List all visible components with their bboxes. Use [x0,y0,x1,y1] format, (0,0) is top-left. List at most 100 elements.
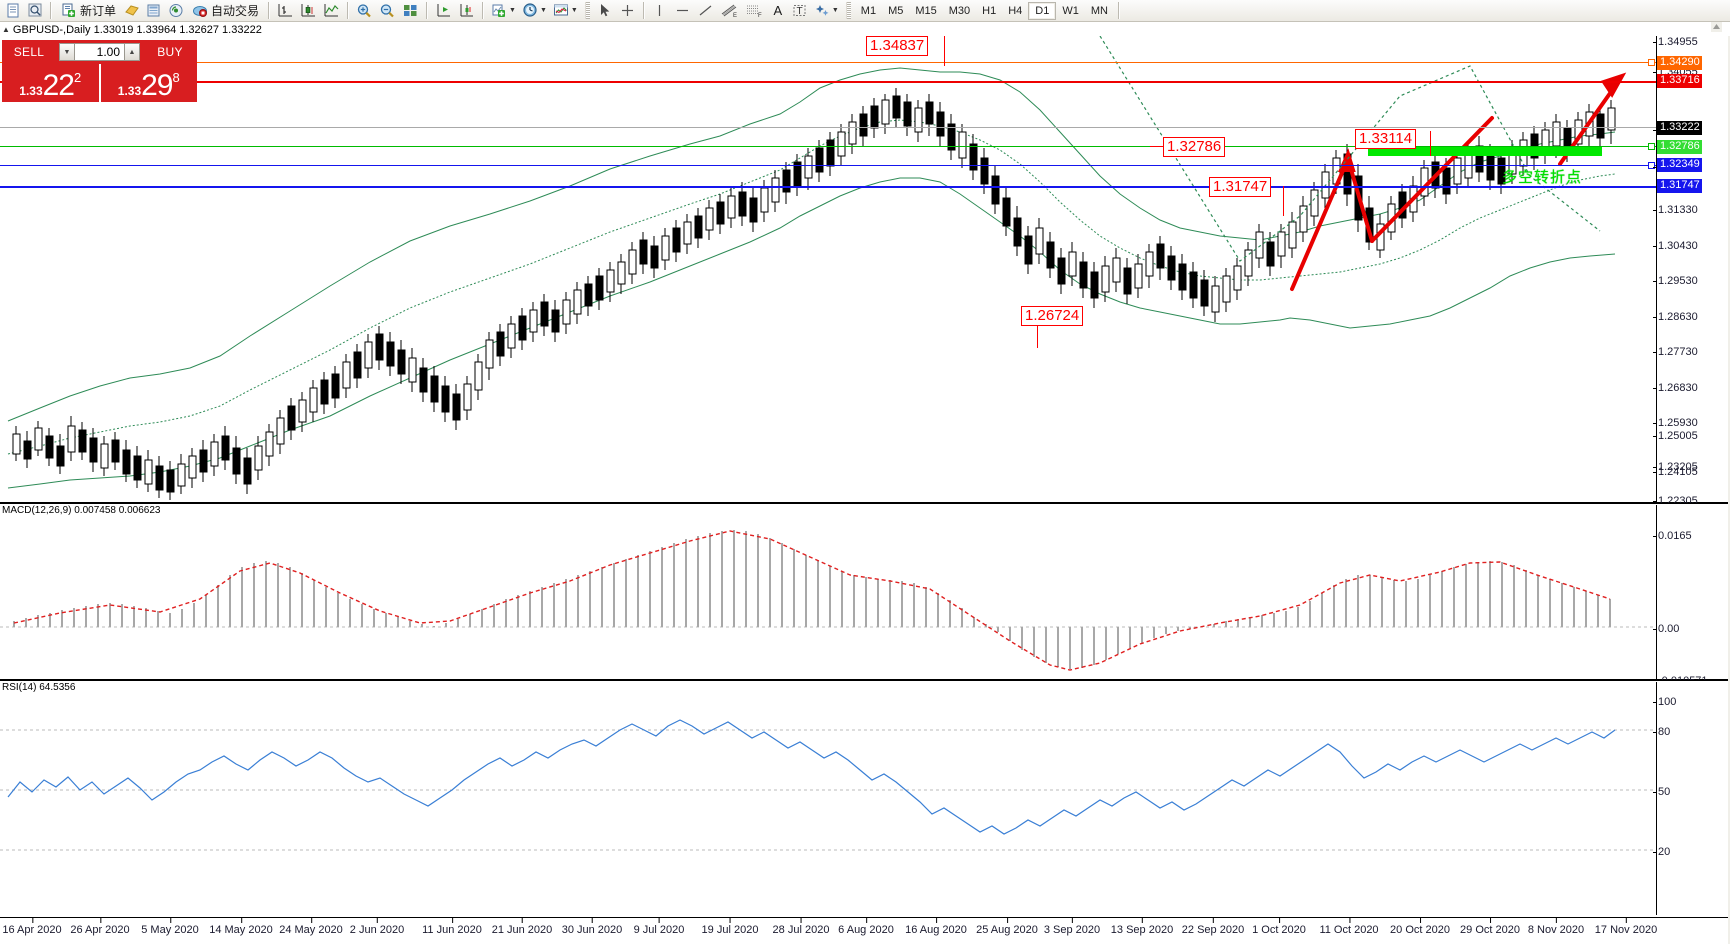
equidistant-channel-icon[interactable]: E [718,1,741,21]
candle [232,436,241,484]
rsi-chart-canvas [0,719,1656,851]
candle [782,162,791,204]
vertical-line-icon[interactable] [650,1,670,21]
chevron-down-icon[interactable]: ▼ [509,7,516,14]
anno-1-31747[interactable]: 1.31747 [1209,177,1272,197]
candle [276,410,285,454]
ask-line-marker[interactable] [1648,59,1655,66]
candle [419,358,428,402]
volume-stepper[interactable]: ▼ 1.00 ▲ [56,40,143,64]
ohlc-icon[interactable] [433,1,454,21]
period-icon[interactable]: ▼ [520,1,549,21]
chevron-down-icon-4[interactable]: ▼ [831,7,839,14]
candle [1233,258,1242,300]
expert-advisors-icon[interactable] [122,1,142,21]
volume-decrease-button[interactable]: ▼ [59,43,75,61]
zoom-out-icon[interactable] [377,1,398,21]
shapes-icon[interactable]: ▼ [812,1,841,21]
candle [188,448,197,488]
rsi-axis-line [1656,682,1657,915]
timeframe-grip[interactable] [845,2,851,19]
xtick: 16 Aug 2020 [905,918,967,936]
timeframe-m15[interactable]: M15 [915,4,937,17]
chevron-down-icon-3[interactable]: ▼ [570,7,578,14]
timeframe-m30[interactable]: M30 [948,4,971,17]
candle [1101,256,1110,302]
toolbar-grip[interactable] [584,2,590,19]
one-click-trading-panel[interactable]: SELL ▼ 1.00 ▲ BUY 1.33 22 2 1.33 29 8 [2,40,197,102]
autotrading-label: 自动交易 [211,4,260,18]
anno-1-26724[interactable]: 1.26724 [1021,306,1084,326]
price-label-ask[interactable]: 1.34290 [1657,56,1702,70]
candle [386,332,395,376]
add-indicator-icon[interactable]: ▼ [489,1,518,21]
anno-1-33114[interactable]: 1.33114 [1355,129,1417,149]
signals-icon[interactable] [166,1,186,21]
price-label-blue-upper[interactable]: 1.32349 [1657,158,1702,172]
grid-icon[interactable] [400,1,421,21]
anno-1-32786[interactable]: 1.32786 [1163,137,1226,157]
timeframe-h1[interactable]: H1 [982,4,997,17]
price-pane[interactable]: 1.34837 1.32786 1.31747 1.33114 1.26724 … [0,36,1730,503]
anno-1-34837[interactable]: 1.34837 [866,36,929,56]
price-label-support-green[interactable]: 1.32786 [1657,140,1702,154]
candle [122,440,131,482]
price-label-bid[interactable]: 1.33222 [1657,121,1702,135]
chevron-down-icon-2[interactable]: ▼ [539,7,547,14]
new-chart-icon[interactable] [3,1,23,21]
crosshair-icon[interactable] [617,1,638,21]
timeframe-m1[interactable]: M1 [860,4,877,17]
candle [837,124,846,166]
candle [1035,218,1044,264]
collapse-icon[interactable]: ▲ [2,25,10,34]
sell-price-display[interactable]: 1.33 22 2 [2,64,99,102]
text-label-icon[interactable]: T [790,1,810,21]
text-icon[interactable]: A [773,3,783,18]
green-support-zone[interactable] [1368,147,1602,156]
rsi-pane[interactable]: RSI(14) 64.5356 100 80 50 20 [0,682,1730,915]
new-order-button[interactable]: 新订单 [57,1,120,21]
data-window-icon[interactable] [144,1,164,21]
blue-upper-marker[interactable] [1648,162,1655,169]
timeframe-m5[interactable]: M5 [888,4,904,17]
timeframe-d1[interactable]: D1 [1028,1,1057,20]
xtick: 26 Apr 2020 [70,918,130,936]
ask-line-icon[interactable] [456,1,477,21]
trendline-icon[interactable] [695,1,716,21]
buy-price-display[interactable]: 1.33 29 8 [98,64,198,102]
candle [573,282,582,324]
sell-button[interactable]: SELL [13,45,45,59]
volume-increase-button[interactable]: ▲ [124,43,140,61]
blue-lower-line [0,186,1657,188]
timeframe-w1[interactable]: W1 [1062,4,1079,17]
templates-icon[interactable]: ▼ [551,1,580,21]
cursor-icon[interactable] [595,1,615,21]
chart-scroll-nub[interactable] [1711,22,1722,32]
candle [309,380,318,422]
anno-chinese-note[interactable]: 多空转折点 [1502,169,1583,186]
chart-area[interactable]: 1.34837 1.32786 1.31747 1.33114 1.26724 … [0,36,1730,944]
trend-arrow-up-2 [1370,116,1494,243]
autotrading-button[interactable]: 自动交易 [188,1,263,21]
candle [1244,242,1253,286]
price-label-blue-lower[interactable]: 1.31747 [1657,179,1702,193]
volume-input[interactable]: 1.00 [75,43,124,61]
horizontal-line-icon[interactable] [672,1,693,21]
buy-button[interactable]: BUY [157,45,183,59]
fibonacci-icon[interactable]: F [743,1,766,21]
candle [342,354,351,398]
timeframe-h4[interactable]: H4 [1008,4,1023,17]
bollinger-middle-band [7,119,1616,455]
macd-pane[interactable]: MACD(12,26,9) 0.007458 0.006623 [0,505,1730,680]
profiles-icon[interactable] [25,1,45,21]
rsi-indicator-label: RSI(14) 64.5356 [2,682,76,693]
candlestick-chart-icon[interactable] [298,1,319,21]
candle [914,100,923,142]
candle [331,366,340,408]
price-label-resistance[interactable]: 1.33716 [1657,74,1702,88]
support-green-marker[interactable] [1648,143,1655,150]
bar-chart-icon[interactable] [275,1,296,21]
line-chart-icon[interactable] [321,1,342,21]
zoom-in-icon[interactable] [354,1,375,21]
timeframe-mn[interactable]: MN [1090,4,1108,17]
